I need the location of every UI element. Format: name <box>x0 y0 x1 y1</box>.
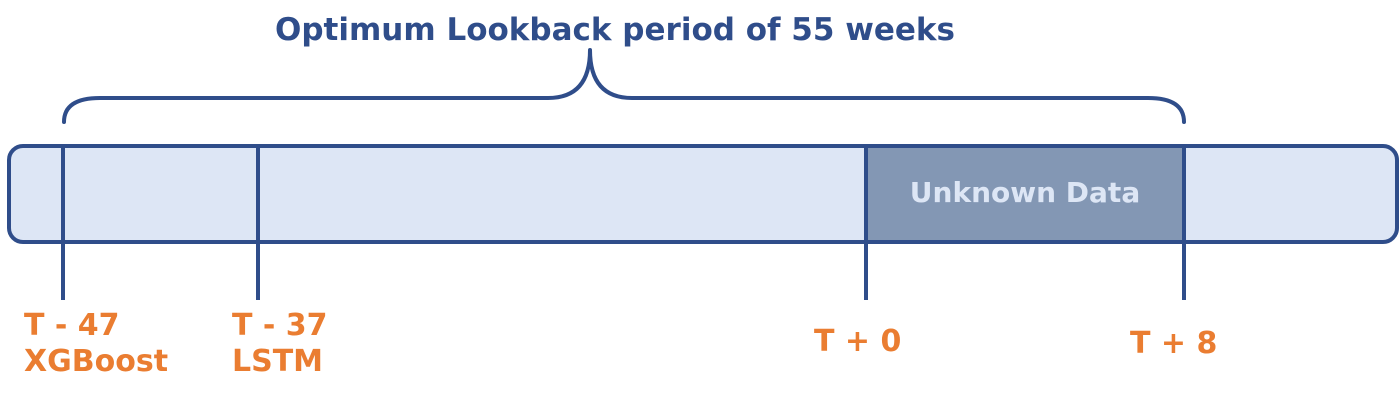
unknown-data-region <box>866 148 1184 240</box>
marker-label-t-minus-37: T - 37 LSTM <box>232 308 328 380</box>
lookback-brace <box>62 48 1186 124</box>
marker-model: XGBoost <box>24 344 169 379</box>
marker-time: T - 47 <box>24 308 120 343</box>
marker-label-t-minus-47: T - 47 XGBoost <box>24 308 168 380</box>
marker-time: T + 0 <box>814 324 902 359</box>
unknown-data-label: Unknown Data <box>909 176 1141 209</box>
marker-time: T + 8 <box>1130 326 1218 361</box>
marker-model: LSTM <box>232 344 324 379</box>
marker-label-t-plus-0: T + 0 <box>814 324 901 360</box>
diagram-title: Optimum Lookback period of 55 weeks <box>275 12 955 48</box>
timeline-bar <box>7 144 1399 244</box>
marker-label-t-plus-8: T + 8 <box>1130 326 1217 362</box>
marker-time: T - 37 <box>232 308 328 343</box>
